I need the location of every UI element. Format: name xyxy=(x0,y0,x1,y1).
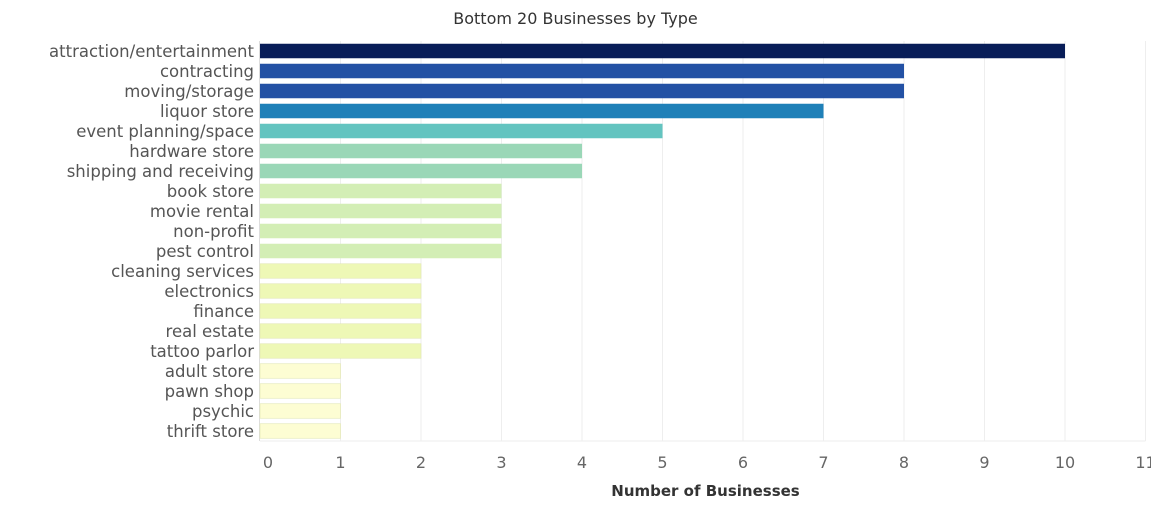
bar-pawn-shop xyxy=(259,383,341,399)
category-label: attraction/entertainment xyxy=(49,42,254,61)
bar-hardware-store xyxy=(260,143,582,159)
x-tick-label: 1 xyxy=(335,453,345,472)
category-label: shipping and receiving xyxy=(67,162,254,181)
bar-event-planning-space xyxy=(260,123,663,139)
category-label: electronics xyxy=(164,282,254,301)
bar-tattoo-parlor xyxy=(259,343,422,359)
category-label: thrift store xyxy=(167,422,254,441)
bar-real-estate xyxy=(259,323,422,339)
category-label: pest control xyxy=(156,242,254,261)
bar-moving-storage xyxy=(260,83,904,99)
bar-pest-control xyxy=(260,243,502,259)
x-tick-label: 2 xyxy=(416,453,426,472)
category-label: adult store xyxy=(165,362,254,381)
bar-thrift-store xyxy=(259,423,341,439)
x-tick-label: 0 xyxy=(263,453,273,472)
category-label: finance xyxy=(193,302,254,321)
x-tick-label: 5 xyxy=(657,453,667,472)
category-label: pawn shop xyxy=(165,382,254,401)
x-tick-label: 9 xyxy=(979,453,989,472)
x-tick-label: 10 xyxy=(1055,453,1075,472)
bar-movie-rental xyxy=(260,203,502,219)
bar-finance xyxy=(259,303,422,319)
x-tick-label: 8 xyxy=(899,453,909,472)
category-label: real estate xyxy=(166,322,254,341)
category-label: book store xyxy=(167,182,254,201)
x-tick-label: 3 xyxy=(496,453,506,472)
chart-title: Bottom 20 Businesses by Type xyxy=(453,9,698,28)
category-label: tattoo parlor xyxy=(150,342,254,361)
bar-liquor-store xyxy=(260,103,824,119)
bar-psychic xyxy=(259,403,341,419)
x-tick-label: 11 xyxy=(1135,453,1151,472)
category-label: non-profit xyxy=(173,222,254,241)
x-tick-label: 7 xyxy=(818,453,828,472)
bar-book-store xyxy=(260,183,502,199)
bar-non-profit xyxy=(260,223,502,239)
category-label: hardware store xyxy=(129,142,254,161)
category-label: liquor store xyxy=(160,102,254,121)
category-label: movie rental xyxy=(150,202,254,221)
category-label: contracting xyxy=(160,62,254,81)
category-label: event planning/space xyxy=(76,122,254,141)
category-label: psychic xyxy=(192,402,254,421)
category-label: moving/storage xyxy=(124,82,254,101)
bar-contracting xyxy=(260,63,904,79)
bar-adult-store xyxy=(259,363,341,379)
bar-electronics xyxy=(259,283,422,299)
x-tick-label: 4 xyxy=(577,453,587,472)
bar-attraction-entertainment xyxy=(260,43,1065,59)
x-tick-label: 6 xyxy=(738,453,748,472)
x-axis-label: Number of Businesses xyxy=(611,482,800,500)
bar-shipping-and-receiving xyxy=(260,163,582,179)
category-label: cleaning services xyxy=(111,262,254,281)
bar-cleaning-services xyxy=(259,263,422,279)
